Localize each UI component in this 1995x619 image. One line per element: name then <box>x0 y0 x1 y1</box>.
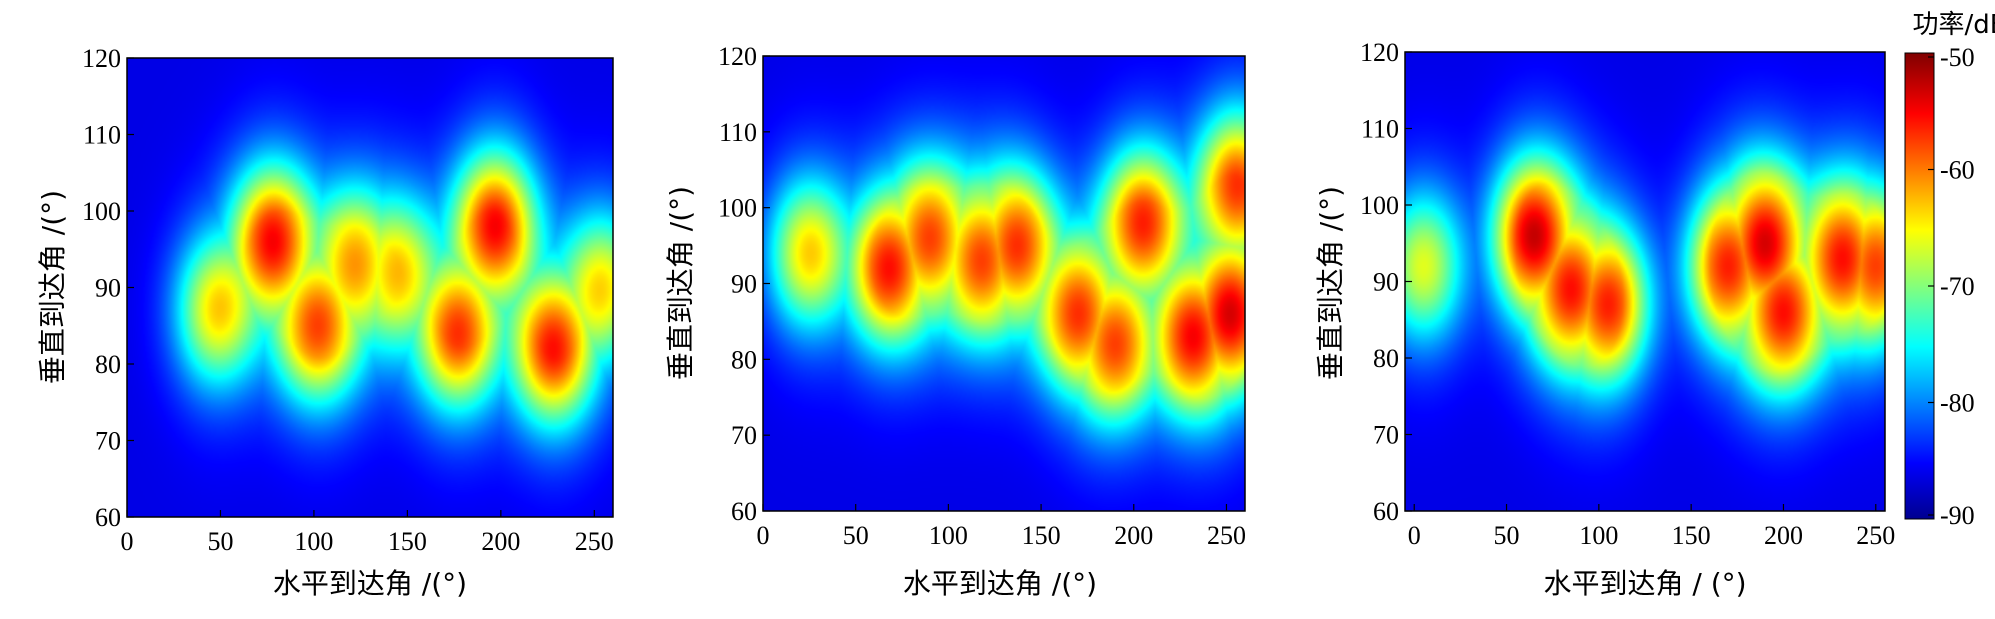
y-axis-title-2: 垂直到达角 /(°) <box>664 186 697 380</box>
y-tick-label-3: 80 <box>1373 344 1399 373</box>
axes-1: 0 50 100 150 200 250 60 70 80 90 100 110 120 <box>82 44 614 556</box>
x-tick-label-2: 250 <box>1207 521 1246 550</box>
x-tick-label-3: 200 <box>1764 521 1803 550</box>
axes-3: 0 50 100 150 200 250 60 70 80 90 100 110 120 <box>1360 38 1895 550</box>
x-tick-label-3: 0 <box>1408 521 1421 550</box>
x-tick-label-3: 150 <box>1672 521 1711 550</box>
heatmap-image-3 <box>1405 52 1885 511</box>
x-tick-label-2: 150 <box>1022 521 1061 550</box>
colorbar: 功率/dB -50 -60 -70 -80 -90 <box>1904 10 1995 530</box>
y-tick-label-3: 60 <box>1373 497 1399 526</box>
y-tick-label-2: 90 <box>731 270 757 299</box>
y-axis-title-3: 垂直到达角 /(°) <box>1314 186 1347 380</box>
y-tick-label-1: 100 <box>82 197 121 226</box>
y-tick-label-3: 70 <box>1373 421 1399 450</box>
y-tick-label-2: 60 <box>731 497 757 526</box>
x-tick-label-2: 100 <box>929 521 968 550</box>
x-axis-title-2: 水平到达角 /(°) <box>903 567 1097 600</box>
y-tick-label-2: 110 <box>719 118 757 147</box>
x-tick-label-3: 100 <box>1579 521 1618 550</box>
x-tick-label-3: 50 <box>1494 521 1520 550</box>
y-tick-label-1: 110 <box>83 121 121 150</box>
colorbar-tick-label: -70 <box>1940 272 1975 301</box>
y-tick-label-3: 90 <box>1373 268 1399 297</box>
panel-1: 0 50 100 150 200 250 60 70 80 90 100 110 120 水平到达角 /… <box>36 44 614 600</box>
panel-3: 0 50 100 150 200 250 60 70 80 90 100 110 120 水平到达角 /… <box>1314 38 1895 600</box>
colorbar-title: 功率/dB <box>1912 10 1995 40</box>
y-tick-label-1: 90 <box>95 274 121 303</box>
y-tick-label-2: 120 <box>718 42 757 71</box>
x-tick-label-3: 250 <box>1856 521 1895 550</box>
x-tick-label-1: 50 <box>207 527 233 556</box>
colorbar-tick-label: -50 <box>1940 43 1975 72</box>
colorbar-tick-label: -80 <box>1940 389 1975 418</box>
x-tick-label-1: 0 <box>121 527 134 556</box>
x-tick-label-2: 0 <box>757 521 770 550</box>
x-tick-label-1: 100 <box>294 527 333 556</box>
y-tick-label-1: 70 <box>95 427 121 456</box>
panel-2: 0 50 100 150 200 250 60 70 80 90 100 110 120 水平到达角 /… <box>664 42 1246 600</box>
y-tick-label-2: 70 <box>731 421 757 450</box>
x-axis-title-3: 水平到达角 / (°) <box>1543 567 1746 600</box>
y-tick-label-2: 100 <box>718 194 757 223</box>
x-tick-label-1: 200 <box>481 527 520 556</box>
y-tick-label-3: 100 <box>1360 191 1399 220</box>
axes-2: 0 50 100 150 200 250 60 70 80 90 100 110 120 <box>718 42 1246 550</box>
x-tick-label-2: 200 <box>1114 521 1153 550</box>
y-tick-label-2: 80 <box>731 345 757 374</box>
heatmap-image-1 <box>127 58 613 517</box>
colorbar-tick-label: -60 <box>1940 156 1975 185</box>
y-axis-title-1: 垂直到达角 /(°) <box>36 190 69 384</box>
x-axis-title-1: 水平到达角 /(°) <box>273 567 467 600</box>
colorbar-ticks: -50 -60 -70 -80 -90 <box>1928 43 1975 530</box>
y-tick-label-1: 80 <box>95 350 121 379</box>
x-tick-label-1: 250 <box>575 527 614 556</box>
colorbar-tick-label: -90 <box>1940 501 1975 530</box>
y-tick-label-3: 120 <box>1360 38 1399 67</box>
x-tick-label-1: 150 <box>388 527 427 556</box>
heatmap-image-2 <box>763 56 1245 511</box>
y-tick-label-3: 110 <box>1361 115 1399 144</box>
x-tick-label-2: 50 <box>843 521 869 550</box>
y-tick-label-1: 120 <box>82 44 121 73</box>
y-tick-label-1: 60 <box>95 503 121 532</box>
